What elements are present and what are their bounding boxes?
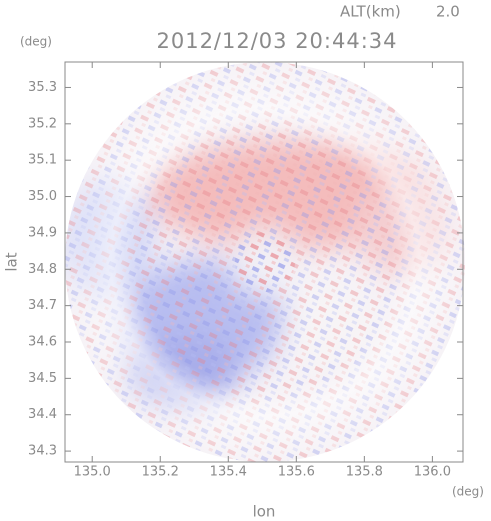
x-axis-label: lon [253,503,276,521]
y-tick-label: 34.4 [28,407,57,422]
altitude-label: ALT(km) [340,3,401,21]
altitude-value: 2.0 [436,3,460,21]
y-axis-label: lat [3,252,21,271]
plot-frame [64,61,464,463]
x-tick-label: 135.2 [142,465,179,480]
y-tick-label: 34.6 [28,335,57,350]
y-tick-label: 34.7 [28,298,57,313]
x-tick-label: 135.8 [346,465,383,480]
y-tick-label: 35.2 [28,116,57,131]
y-tick-label: 34.3 [28,444,57,459]
radar-field [65,62,465,462]
chart-title: 2012/12/03 20:44:34 [156,29,397,53]
x-unit: (deg) [452,485,484,499]
x-tick-label: 136.0 [414,465,451,480]
x-tick-label: 135.0 [74,465,111,480]
y-tick-label: 34.9 [28,225,57,240]
x-tick-label: 135.4 [210,465,247,480]
y-tick-label: 35.1 [28,153,57,168]
y-unit: (deg) [20,35,52,49]
y-tick-label: 34.5 [28,371,57,386]
x-tick-label: 135.6 [278,465,315,480]
y-tick-label: 35.3 [28,80,57,95]
y-tick-label: 35.0 [28,189,57,204]
y-tick-label: 34.8 [28,262,57,277]
